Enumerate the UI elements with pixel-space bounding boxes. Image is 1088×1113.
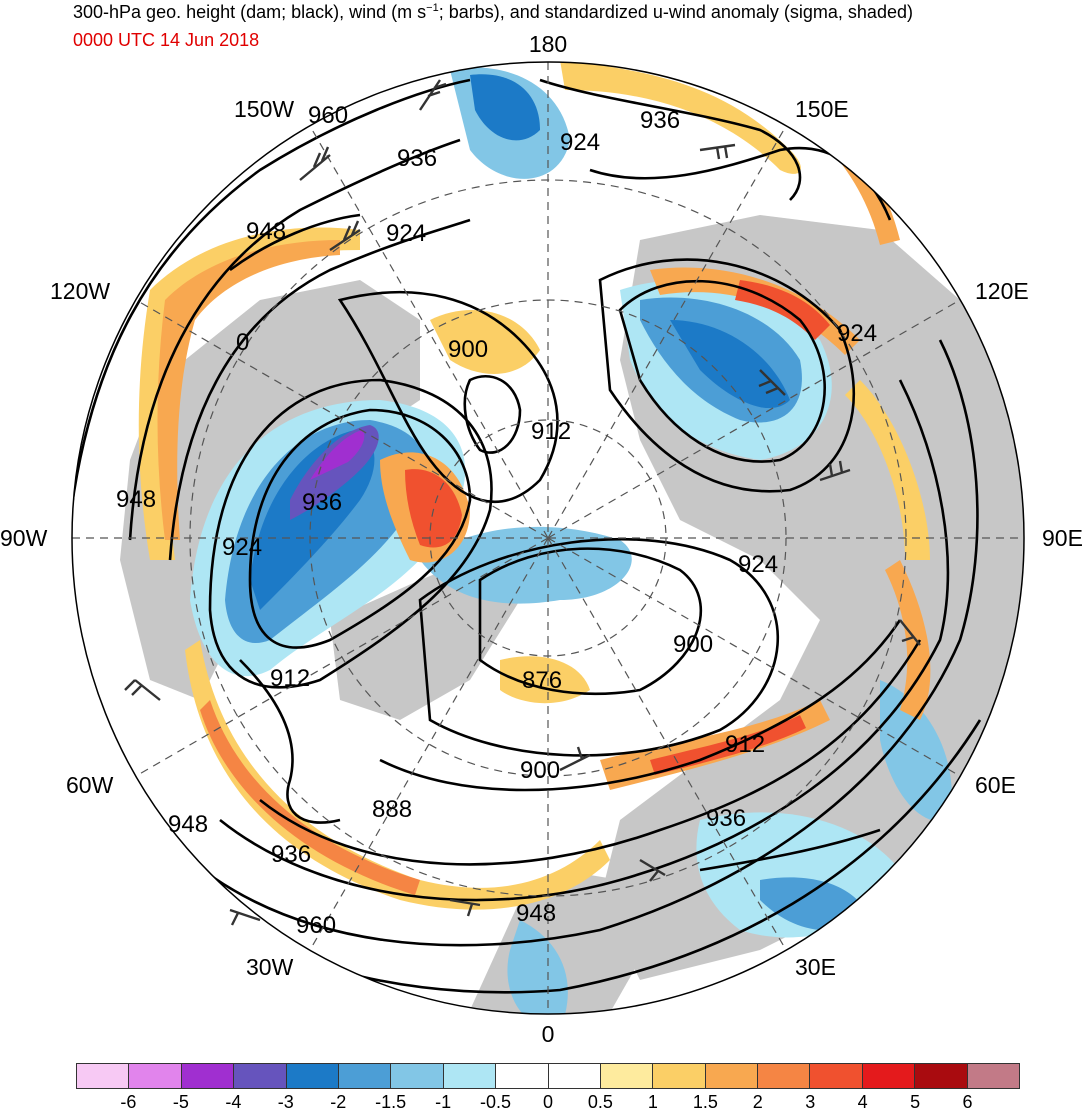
valid-time: 0000 UTC 14 Jun 2018 bbox=[73, 30, 260, 50]
map-disk bbox=[72, 62, 1024, 1014]
contour-label: 888 bbox=[372, 796, 412, 823]
colorbar-swatch bbox=[285, 1063, 338, 1089]
graticule bbox=[72, 62, 1024, 1014]
colorbar-swatch bbox=[652, 1063, 705, 1089]
lon-label-150w: 150W bbox=[234, 96, 294, 122]
contour-label: 876 bbox=[522, 667, 562, 694]
lon-label-150e: 150E bbox=[795, 96, 849, 122]
colorbar-tick-label: 3 bbox=[805, 1092, 816, 1112]
colorbar-swatch bbox=[704, 1063, 758, 1089]
chart-title: 300-hPa geo. height (dam; black), wind (… bbox=[73, 2, 913, 22]
lon-label-30w: 30W bbox=[246, 954, 294, 980]
colorbar-swatch bbox=[599, 1063, 653, 1089]
colorbar-swatch bbox=[128, 1063, 181, 1089]
positive-anomaly-shading bbox=[138, 62, 931, 910]
contour-label: 936 bbox=[271, 841, 311, 868]
contour-label: 948 bbox=[516, 900, 556, 927]
colorbar-tick-label: 1 bbox=[647, 1092, 658, 1112]
colorbar-swatch bbox=[76, 1063, 129, 1089]
colorbar-tick-label: 5 bbox=[910, 1092, 921, 1112]
colorbar-swatch bbox=[861, 1063, 915, 1089]
contour-label: 924 bbox=[222, 534, 262, 561]
contour-label: 900 bbox=[448, 336, 488, 363]
colorbar-tick-label: 4 bbox=[857, 1092, 868, 1112]
longitude-labels: 180 0 90W 90E 150W 150E 120W 120E 60W 60… bbox=[0, 31, 1083, 1047]
colorbar-tick-label: -0.5 bbox=[480, 1092, 512, 1112]
height-contours bbox=[72, 78, 982, 994]
map-boundary bbox=[71, 61, 1025, 1015]
colorbar-tick-label: -3 bbox=[277, 1092, 294, 1112]
colorbar-swatch bbox=[337, 1063, 391, 1089]
polar-map: 180 0 90W 90E 150W 150E 120W 120E 60W 60… bbox=[0, 31, 1083, 1047]
lon-label-60e: 60E bbox=[975, 772, 1016, 798]
colorbar-swatch bbox=[547, 1063, 600, 1089]
contour-label: 936 bbox=[640, 107, 680, 134]
colorbar-tick-label: 0 bbox=[542, 1092, 554, 1112]
contour-label: 912 bbox=[270, 665, 310, 692]
contour-labels: 960 936 924 936 948 924 0 900 912 936 94… bbox=[116, 102, 877, 939]
contour-label: 948 bbox=[116, 486, 156, 513]
contour-label: 900 bbox=[673, 631, 713, 658]
colorbar-tick-label: -4 bbox=[225, 1092, 242, 1112]
contour-label: 948 bbox=[246, 218, 286, 245]
colorbar-swatch bbox=[180, 1063, 234, 1089]
colorbar-tick-label: -1.5 bbox=[375, 1092, 407, 1112]
colorbar-swatch bbox=[495, 1063, 548, 1089]
contour-label: 924 bbox=[738, 551, 778, 578]
lon-label-30e: 30E bbox=[795, 954, 836, 980]
contour-label: 936 bbox=[302, 489, 342, 516]
lon-label-90e: 90E bbox=[1042, 525, 1083, 551]
contour-label: 924 bbox=[560, 129, 600, 156]
wind-barbs bbox=[124, 79, 921, 926]
contour-label: 0 bbox=[236, 329, 249, 356]
colorbar-tick-label: -2 bbox=[330, 1092, 347, 1112]
colorbar-swatch bbox=[390, 1063, 443, 1089]
colorbar bbox=[76, 1063, 1021, 1089]
lon-label-90w: 90W bbox=[0, 525, 48, 551]
lon-label-120e: 120E bbox=[975, 278, 1029, 304]
colorbar-swatch bbox=[757, 1063, 810, 1089]
lon-label-180: 180 bbox=[529, 31, 567, 57]
contour-label: 960 bbox=[296, 912, 336, 939]
colorbar-tick-label: 0.5 bbox=[587, 1092, 613, 1112]
contour-label: 948 bbox=[168, 811, 208, 838]
lon-label-60w: 60W bbox=[66, 772, 114, 798]
contour-label: 924 bbox=[386, 220, 426, 247]
colorbar-tick-label: -1 bbox=[435, 1092, 452, 1112]
contour-label: 924 bbox=[837, 320, 877, 347]
contour-label: 912 bbox=[531, 418, 571, 445]
colorbar-swatch bbox=[966, 1063, 1021, 1089]
colorbar-tick-label: -6 bbox=[120, 1092, 137, 1112]
contour-label: 900 bbox=[520, 757, 560, 784]
colorbar-tick-label: 1.5 bbox=[692, 1092, 718, 1112]
colorbar-tick-label: -5 bbox=[172, 1092, 189, 1112]
colorbar-swatch bbox=[914, 1063, 967, 1089]
colorbar-tick-label: 6 bbox=[962, 1092, 973, 1112]
colorbar-swatch bbox=[233, 1063, 286, 1089]
colorbar-tick-label: 2 bbox=[752, 1092, 763, 1112]
contour-label: 912 bbox=[725, 731, 765, 758]
contour-label: 936 bbox=[397, 145, 437, 172]
lon-label-120w: 120W bbox=[50, 278, 110, 304]
colorbar-swatch bbox=[809, 1063, 862, 1089]
colorbar-swatch bbox=[442, 1063, 496, 1089]
contour-label: 960 bbox=[308, 102, 348, 129]
contour-label: 936 bbox=[706, 805, 746, 832]
lon-label-0: 0 bbox=[542, 1021, 555, 1047]
